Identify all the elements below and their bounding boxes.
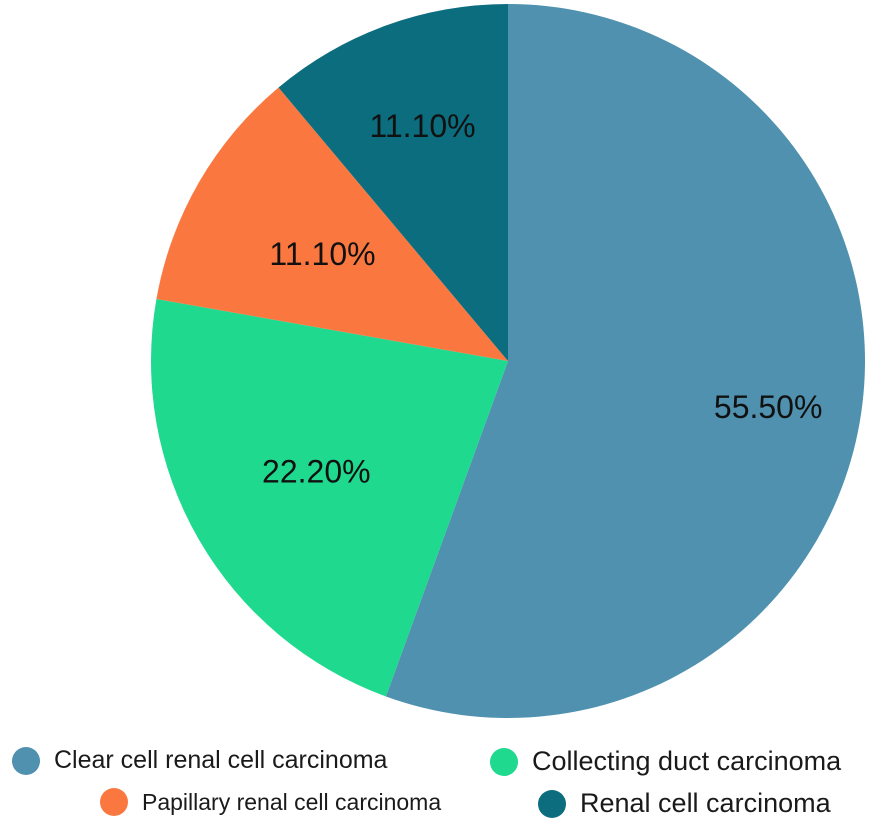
legend-label-renal-cell: Renal cell carcinoma bbox=[580, 788, 831, 818]
legend-swatch-papillary bbox=[100, 788, 128, 816]
pie-slices bbox=[151, 4, 865, 718]
pie-slice-labels: 55.50% 22.20% 11.10% 11.10% bbox=[262, 108, 822, 489]
pie-slice-renal-cell bbox=[278, 4, 508, 361]
legend-label-papillary: Papillary renal cell carcinoma bbox=[142, 788, 442, 815]
legend-item-renal-cell: Renal cell carcinoma bbox=[538, 788, 831, 819]
legend-item-clear-cell: Clear cell renal cell carcinoma bbox=[12, 746, 387, 775]
slice-label-papillary: 11.10% bbox=[269, 236, 375, 272]
legend-swatch-renal-cell bbox=[538, 789, 566, 818]
slice-label-clear-cell: 55.50% bbox=[714, 389, 823, 425]
pie-slice-collecting-duct bbox=[151, 299, 508, 697]
pie-slice-clear-cell bbox=[385, 4, 865, 718]
pie-slice-papillary bbox=[156, 87, 508, 362]
legend-label-collecting-duct: Collecting duct carcinoma bbox=[532, 746, 842, 776]
legend-label-clear-cell: Clear cell renal cell carcinoma bbox=[54, 746, 388, 774]
legend-item-collecting-duct: Collecting duct carcinoma bbox=[490, 746, 841, 777]
legend: Clear cell renal cell carcinoma Collecti… bbox=[0, 730, 888, 818]
legend-swatch-clear-cell bbox=[12, 746, 40, 775]
legend-item-papillary: Papillary renal cell carcinoma bbox=[100, 788, 441, 816]
slice-label-renal-cell: 11.10% bbox=[369, 108, 475, 144]
pie-plot-area: 55.50% 22.20% 11.10% 11.10% bbox=[151, 4, 865, 718]
legend-swatch-collecting-duct bbox=[490, 747, 518, 776]
slice-label-collecting-duct: 22.20% bbox=[262, 454, 371, 490]
